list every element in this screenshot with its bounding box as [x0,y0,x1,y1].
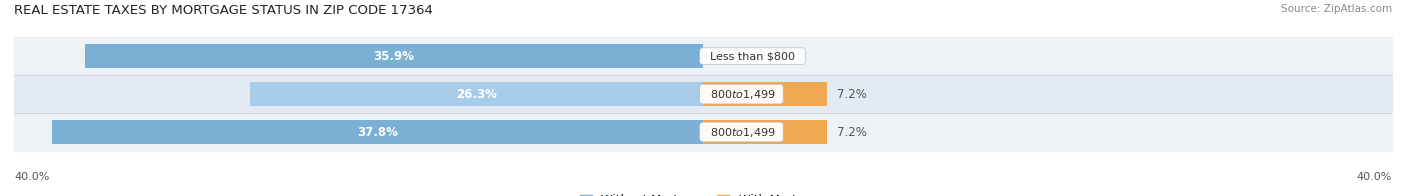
Text: Source: ZipAtlas.com: Source: ZipAtlas.com [1281,4,1392,14]
Text: 7.2%: 7.2% [838,125,868,139]
Text: REAL ESTATE TAXES BY MORTGAGE STATUS IN ZIP CODE 17364: REAL ESTATE TAXES BY MORTGAGE STATUS IN … [14,4,433,17]
Text: $800 to $1,499: $800 to $1,499 [703,88,780,101]
Text: 0.0%: 0.0% [713,50,742,63]
Bar [84,44,703,68]
Text: Less than $800: Less than $800 [703,51,801,61]
Bar [52,120,703,144]
Bar [14,113,1392,151]
Bar [250,82,703,106]
Text: 35.9%: 35.9% [374,50,415,63]
Bar [14,37,1392,75]
Legend: Without Mortgage, With Mortgage: Without Mortgage, With Mortgage [575,189,831,196]
Bar [703,120,827,144]
Text: 40.0%: 40.0% [1357,172,1392,182]
Text: 7.2%: 7.2% [838,88,868,101]
Text: $800 to $1,499: $800 to $1,499 [703,125,780,139]
Text: 37.8%: 37.8% [357,125,398,139]
Bar [14,75,1392,113]
Text: 26.3%: 26.3% [456,88,496,101]
Text: 40.0%: 40.0% [14,172,49,182]
Bar [703,82,827,106]
